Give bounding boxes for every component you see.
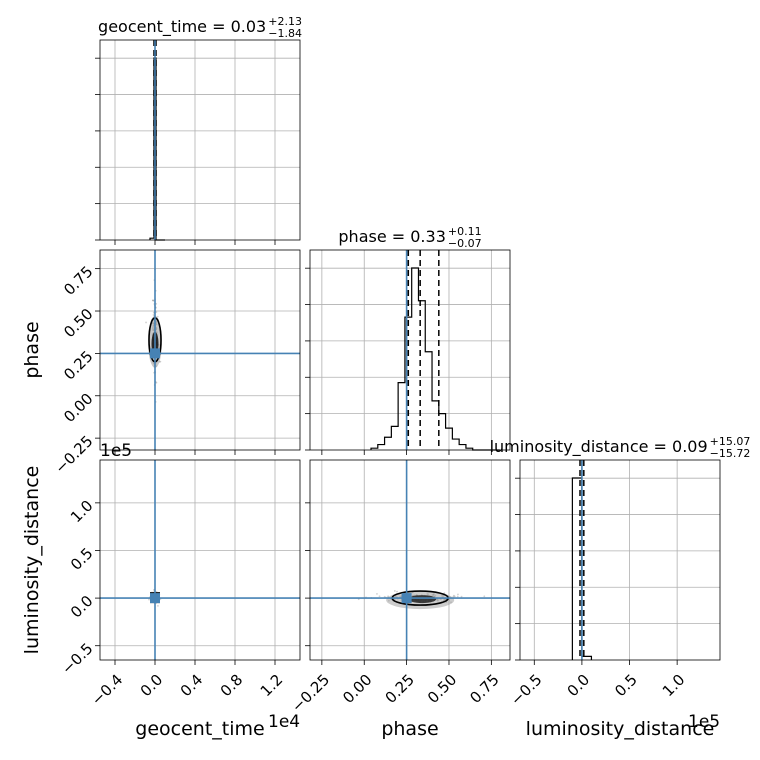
panel-title-minus: −1.84 (268, 27, 302, 40)
sample-point (156, 315, 159, 318)
y-tick-label-luminosity-distance: 1.0 (67, 497, 97, 527)
sample-point (396, 590, 398, 593)
x-tick-label-luminosity-distance: 0.0 (564, 671, 594, 701)
x-tick-label-phase: 0.75 (466, 671, 502, 707)
panel-frame-phase (309, 249, 511, 451)
truth-marker (401, 593, 412, 604)
y-tick-label-phase: 0.25 (60, 347, 96, 383)
x-tick-label-luminosity-distance: 0.5 (611, 671, 641, 701)
panel-frame-geocent-time-vs-luminosity-distance (99, 459, 301, 661)
sample-point (155, 381, 158, 384)
histogram-phase (370, 267, 500, 451)
offset-label-luminosity-distance-y: 1e5 (100, 441, 132, 461)
panel-title-plus: +15.07 (710, 435, 751, 448)
x-axis-label-phase: phase (381, 718, 438, 740)
y-axis-label-phase: phase (21, 321, 43, 378)
grid-phase (310, 250, 510, 450)
sample-point (152, 299, 155, 302)
grid-geocent-time-vs-luminosity-distance (100, 460, 300, 660)
panel-title-minus: −15.72 (710, 447, 751, 460)
grid-geocent-time-vs-phase (100, 250, 300, 450)
sample-point (387, 595, 390, 598)
sample-point (453, 594, 455, 597)
offset-label-luminosity-distance-x: 1e5 (688, 712, 720, 732)
sample-point (145, 321, 147, 324)
grid-phase-vs-luminosity-distance (310, 460, 510, 660)
sample-point (483, 595, 486, 598)
contours-phase-vs-luminosity-distance (386, 590, 455, 610)
panel-title-text: phase = 0.33 (338, 227, 445, 246)
panel-title-plus: +0.11 (448, 225, 482, 238)
x-tick-label-phase: 0.50 (424, 671, 460, 707)
x-tick-label-luminosity-distance: −0.5 (507, 671, 545, 709)
x-tick-label-geocent-time: 0.0 (137, 671, 167, 701)
sample-point (456, 595, 459, 598)
sample-point (151, 299, 154, 302)
sample-point (460, 595, 463, 598)
panel-frame-luminosity-distance (519, 459, 721, 661)
x-tick-label-luminosity-distance: 1.0 (659, 671, 689, 701)
sample-point (152, 299, 154, 302)
y-tick-label-phase: −0.25 (51, 432, 96, 477)
x-tick-label-geocent-time: 0.4 (177, 671, 207, 701)
offset-label-geocent-time-x: 1e4 (268, 712, 300, 732)
y-tick-label-luminosity-distance: 0.5 (67, 544, 97, 574)
truth-marker (150, 348, 160, 359)
panel-frame-phase-vs-luminosity-distance (309, 459, 511, 661)
sample-point (452, 595, 455, 598)
sample-point (457, 593, 459, 596)
panel-title-plus: +2.13 (268, 15, 302, 28)
sample-point (148, 598, 150, 601)
panel-title-luminosity-distance: luminosity_distance = 0.09 +15.07−15.72 (490, 435, 751, 460)
panel-title-geocent-time: geocent_time = 0.03 +2.13−1.84 (98, 15, 302, 40)
contour-inner (408, 595, 437, 604)
grid-luminosity-distance (520, 460, 720, 660)
x-axis-label-luminosity-distance: luminosity_distance (526, 718, 715, 740)
x-tick-label-phase: 0.00 (339, 671, 375, 707)
panel-title-text: luminosity_distance = 0.09 (490, 437, 708, 457)
y-tick-label-luminosity-distance: −0.5 (58, 640, 96, 678)
sample-point (155, 311, 158, 314)
y-tick-label-phase: 0.00 (60, 390, 96, 426)
grid-geocent-time (100, 40, 300, 240)
panel-title-text: geocent_time = 0.03 (98, 17, 266, 37)
sample-point (378, 595, 381, 598)
sample-point (383, 595, 386, 598)
panel-frame-geocent-time (99, 39, 301, 241)
y-tick-label-phase: 0.75 (60, 262, 96, 298)
x-tick-label-geocent-time: 1.2 (257, 671, 287, 701)
panel-title-minus: −0.07 (448, 237, 482, 250)
panel-title-phase: phase = 0.33 +0.11−0.07 (338, 225, 481, 250)
y-axis-label-luminosity-distance: luminosity_distance (21, 466, 43, 655)
sample-point (376, 592, 378, 595)
y-tick-label-phase: 0.50 (60, 305, 96, 341)
sample-point (157, 604, 159, 607)
y-tick-label-luminosity-distance: 0.0 (67, 592, 97, 622)
panel-frame-geocent-time-vs-phase (99, 249, 301, 451)
x-tick-label-phase: 0.25 (382, 671, 418, 707)
sample-point (152, 313, 155, 316)
x-tick-label-geocent-time: 0.8 (217, 671, 247, 701)
x-tick-label-phase: −0.25 (288, 671, 333, 716)
sample-point (159, 360, 162, 363)
x-axis-label-geocent-time: geocent_time (135, 718, 264, 740)
x-tick-label-geocent-time: −0.4 (88, 671, 126, 709)
histogram-geocent-time (149, 57, 165, 241)
truth-marker (150, 593, 160, 604)
sample-point (393, 590, 396, 592)
sample-point (453, 595, 456, 598)
